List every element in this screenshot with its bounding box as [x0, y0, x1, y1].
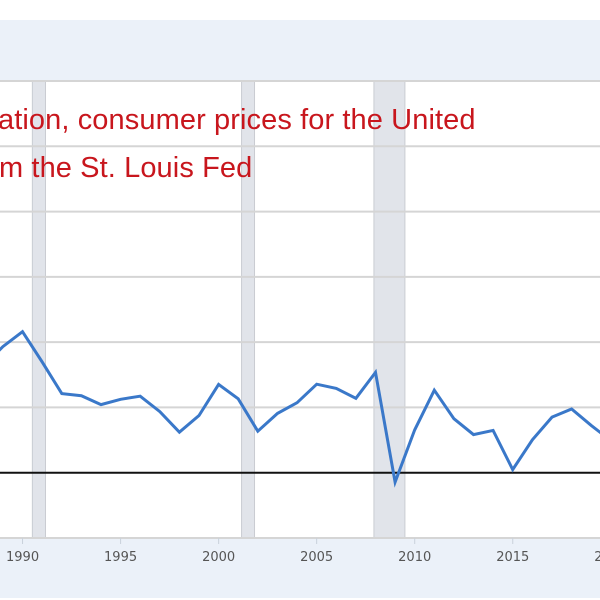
x-tick-label: 1995: [104, 550, 137, 565]
top-toolbar-strip: [0, 0, 600, 20]
annotation-line-1: ation, consumer prices for the United: [0, 104, 476, 136]
annotation-line-2: m the St. Louis Fed: [0, 152, 253, 184]
gridlines: [0, 80, 600, 539]
recession-bar: [31, 80, 46, 539]
x-tick-label: 2000: [202, 550, 235, 565]
x-axis-band: [0, 538, 600, 598]
x-tick-label: 2005: [300, 550, 333, 565]
recession-bar: [241, 80, 256, 539]
x-axis-ticks: 1990 1995 2000 2005 2010 2015 2020: [6, 538, 600, 565]
x-tick-label: 2015: [496, 550, 529, 565]
recession-shading: [31, 80, 406, 539]
x-tick-label: 2010: [398, 550, 431, 565]
x-tick-label: 2020: [594, 550, 600, 565]
chart-header-band: [0, 20, 600, 82]
series-line: [0, 329, 600, 488]
x-tick-label: 1990: [6, 550, 39, 565]
